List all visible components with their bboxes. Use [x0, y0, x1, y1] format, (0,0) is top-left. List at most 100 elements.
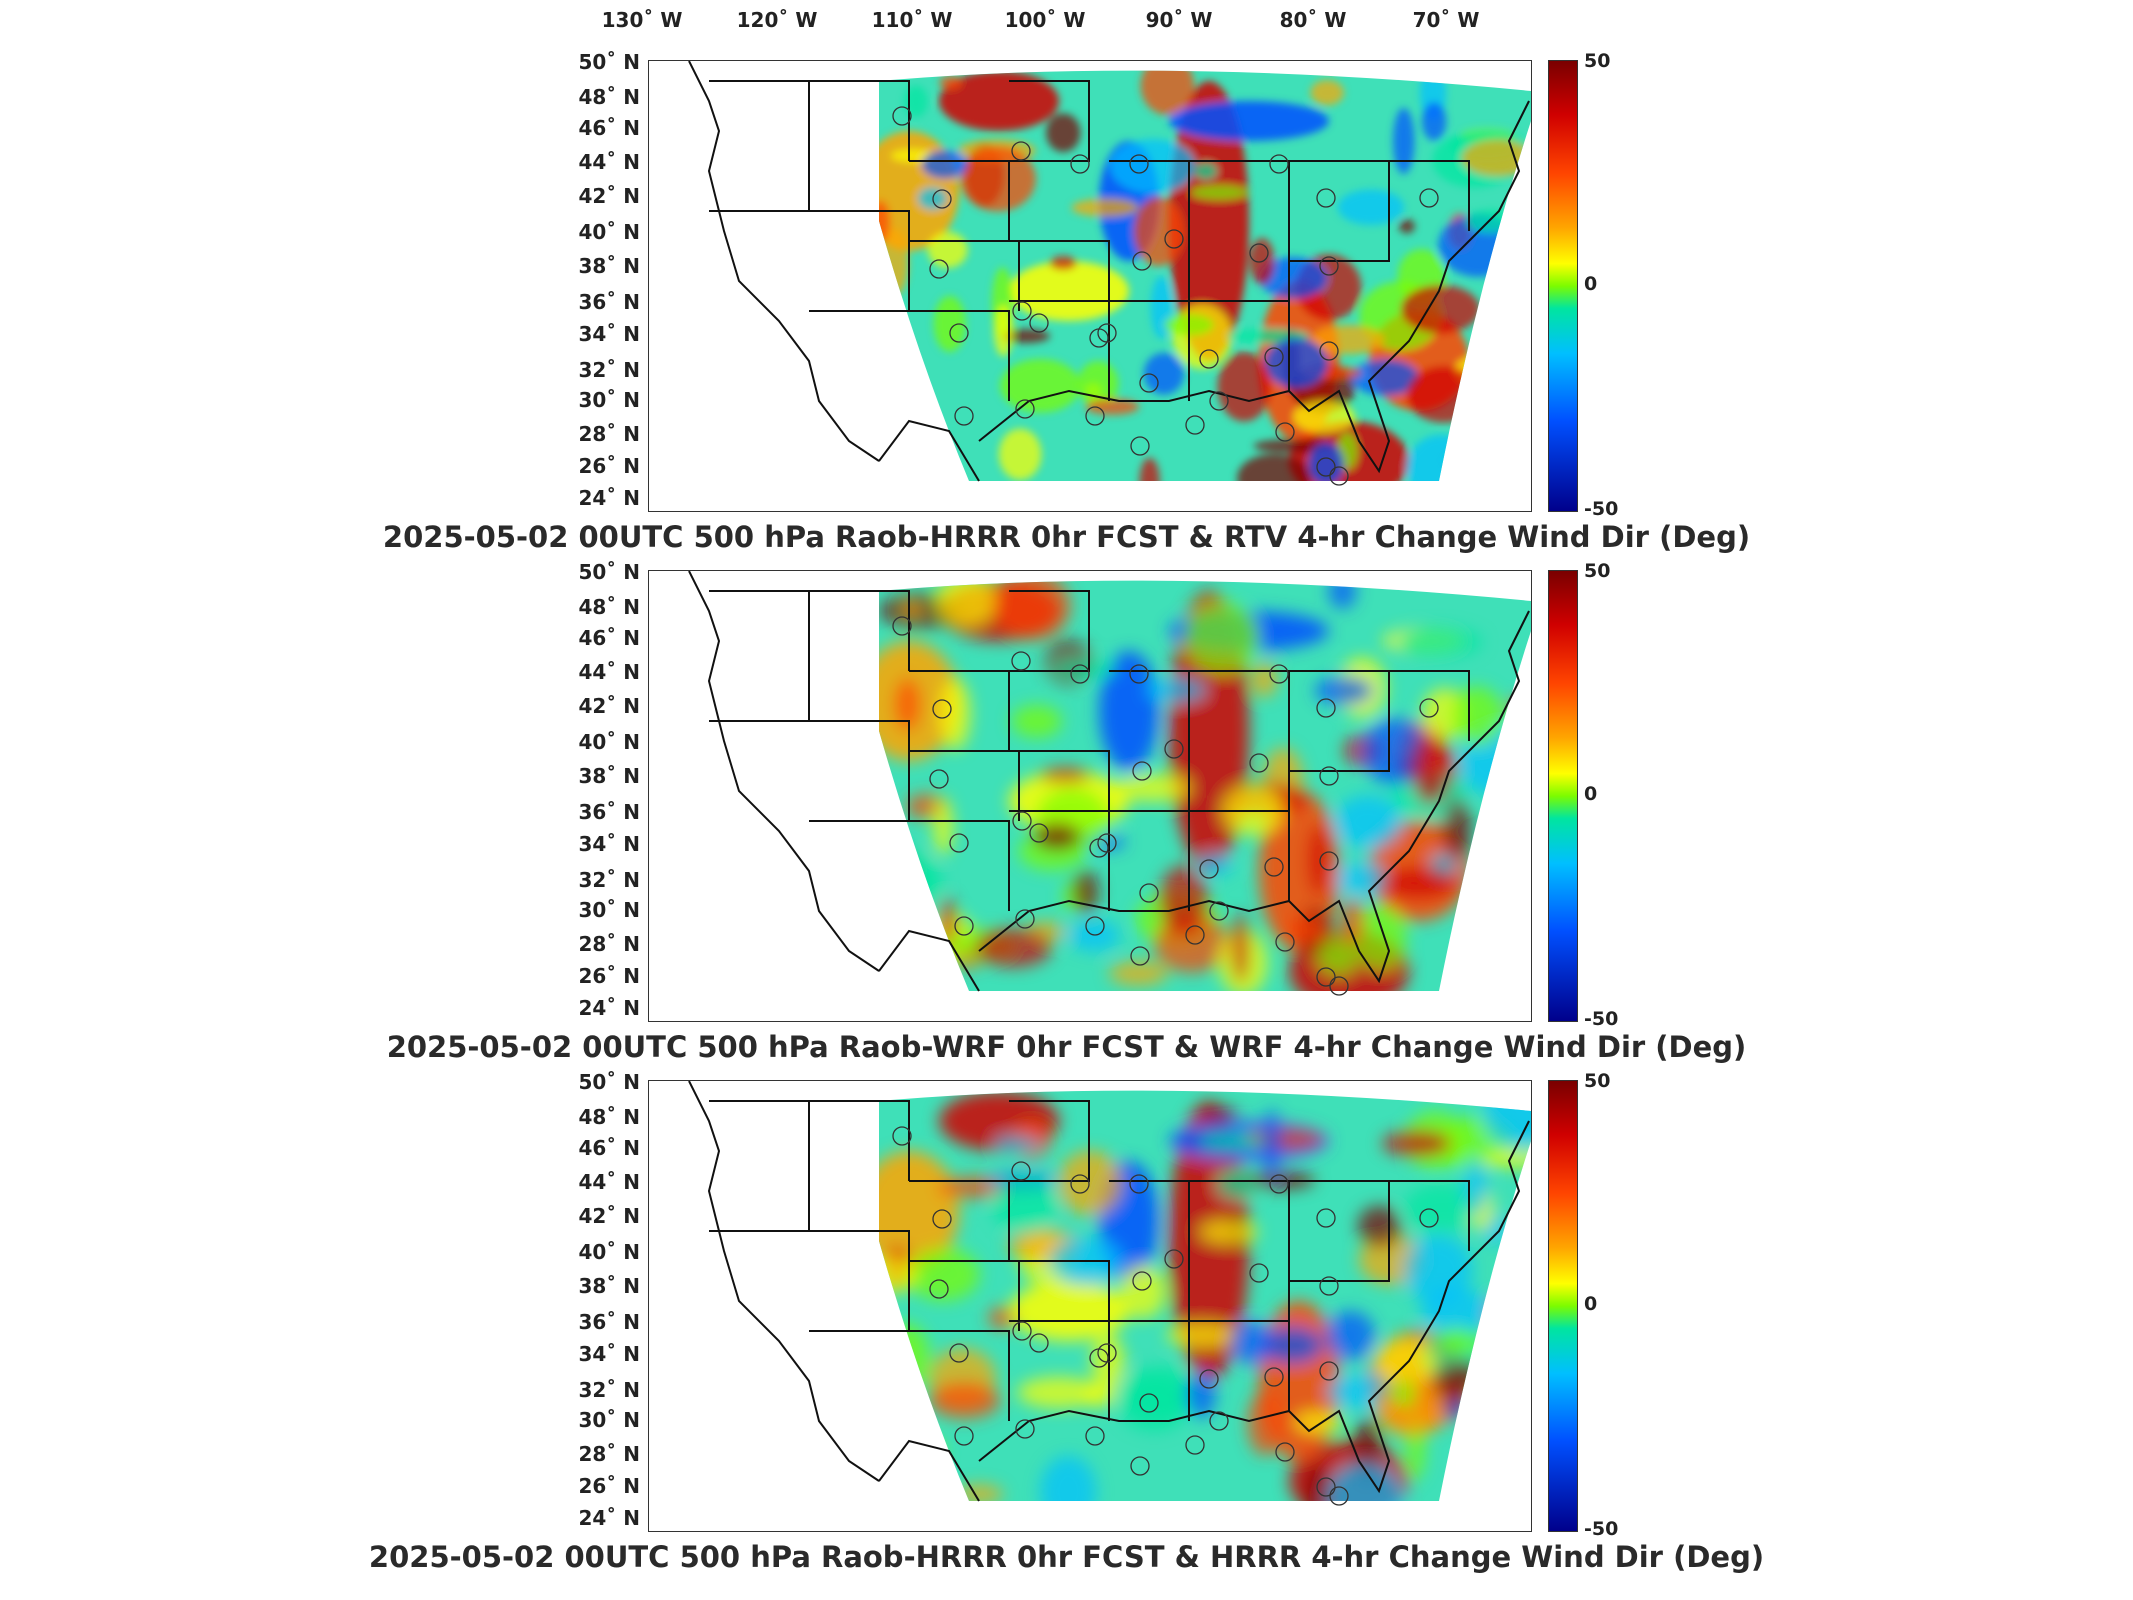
raob-station-marker — [1419, 188, 1439, 208]
raob-station-marker — [1275, 1442, 1295, 1462]
raob-station-marker — [1070, 1174, 1090, 1194]
raob-station-marker — [1164, 1249, 1184, 1269]
raob-station-marker — [1011, 1161, 1031, 1181]
panel-title: 2025-05-02 00UTC 500 hPa Raob-WRF 0hr FC… — [386, 1030, 1747, 1064]
raob-station-marker — [1199, 349, 1219, 369]
map-area — [648, 570, 1532, 1022]
map-panel-2: 50 0 -50 2025-05-02 00UTC 500 hPa Raob-W… — [0, 560, 2133, 1070]
latitude-label: 50˚ N — [578, 560, 640, 584]
map-area — [648, 1080, 1532, 1532]
raob-station-marker — [1070, 154, 1090, 174]
raob-station-marker — [1199, 1369, 1219, 1389]
latitude-label: 34˚ N — [578, 832, 640, 856]
latitude-label: 44˚ N — [578, 1170, 640, 1194]
longitude-label: 90˚ W — [1145, 8, 1213, 32]
raob-station-marker — [1316, 1208, 1336, 1228]
latitude-label: 36˚ N — [578, 800, 640, 824]
raob-station-marker — [1209, 901, 1229, 921]
raob-station-marker — [1185, 1435, 1205, 1455]
colorbar-min-label: -50 — [1584, 1008, 1619, 1030]
latitude-label: 26˚ N — [578, 964, 640, 988]
latitude-label: 48˚ N — [578, 85, 640, 109]
raob-station-marker — [1029, 823, 1049, 843]
latitude-label: 40˚ N — [578, 220, 640, 244]
wind-direction-change-map — [688, 571, 1531, 996]
panel-title: 2025-05-02 00UTC 500 hPa Raob-HRRR 0hr F… — [368, 1540, 1765, 1574]
raob-station-marker — [1164, 739, 1184, 759]
raob-station-marker — [1029, 313, 1049, 333]
raob-station-marker — [1015, 1419, 1035, 1439]
raob-station-marker — [1316, 698, 1336, 718]
raob-station-marker — [1089, 1348, 1109, 1368]
raob-station-marker — [892, 616, 912, 636]
raob-station-marker — [892, 106, 912, 126]
raob-station-marker — [1185, 925, 1205, 945]
latitude-label: 28˚ N — [578, 1442, 640, 1466]
raob-station-marker — [1269, 664, 1289, 684]
raob-station-marker — [1275, 932, 1295, 952]
colorbar-max-label: 50 — [1584, 560, 1611, 582]
raob-station-marker — [1264, 347, 1284, 367]
raob-station-marker — [1129, 154, 1149, 174]
raob-station-marker — [1209, 1411, 1229, 1431]
latitude-label: 28˚ N — [578, 932, 640, 956]
longitude-label: 80˚ W — [1279, 8, 1347, 32]
raob-station-marker — [1275, 422, 1295, 442]
colorbar-mid-label: 0 — [1584, 273, 1598, 295]
latitude-label: 34˚ N — [578, 1342, 640, 1366]
raob-station-marker — [929, 1279, 949, 1299]
raob-station-marker — [1089, 838, 1109, 858]
latitude-label: 44˚ N — [578, 660, 640, 684]
latitude-label: 24˚ N — [578, 486, 640, 510]
latitude-label: 28˚ N — [578, 422, 640, 446]
latitude-label: 46˚ N — [578, 116, 640, 140]
raob-station-marker — [932, 1209, 952, 1229]
raob-station-marker — [1139, 883, 1159, 903]
raob-station-marker — [1264, 857, 1284, 877]
raob-station-marker — [1130, 436, 1150, 456]
latitude-label: 32˚ N — [578, 868, 640, 892]
raob-station-marker — [932, 699, 952, 719]
raob-station-marker — [1316, 1477, 1336, 1497]
longitude-label: 120˚ W — [736, 8, 818, 32]
raob-station-marker — [1129, 664, 1149, 684]
latitude-label: 36˚ N — [578, 1310, 640, 1334]
latitude-label: 38˚ N — [578, 1274, 640, 1298]
raob-station-marker — [1319, 1361, 1339, 1381]
latitude-label: 32˚ N — [578, 358, 640, 382]
raob-station-marker — [1319, 256, 1339, 276]
raob-station-marker — [954, 916, 974, 936]
longitude-label: 70˚ W — [1412, 8, 1480, 32]
colorbar-max-label: 50 — [1584, 50, 1611, 72]
map-panel-3: 50 0 -50 2025-05-02 00UTC 500 hPa Raob-H… — [0, 1070, 2133, 1580]
raob-station-marker — [1130, 1456, 1150, 1476]
wind-direction-change-map — [688, 1081, 1531, 1506]
latitude-label: 48˚ N — [578, 1105, 640, 1129]
raob-station-marker — [1264, 1367, 1284, 1387]
raob-station-marker — [1199, 859, 1219, 879]
raob-station-marker — [1319, 341, 1339, 361]
latitude-label: 40˚ N — [578, 730, 640, 754]
colorbar — [1548, 570, 1578, 1022]
latitude-label: 30˚ N — [578, 1408, 640, 1432]
latitude-label: 42˚ N — [578, 184, 640, 208]
raob-station-marker — [1070, 664, 1090, 684]
latitude-label: 24˚ N — [578, 1506, 640, 1530]
raob-station-marker — [1130, 946, 1150, 966]
raob-station-marker — [1419, 1208, 1439, 1228]
raob-station-marker — [929, 259, 949, 279]
raob-station-marker — [1129, 1174, 1149, 1194]
latitude-label: 44˚ N — [578, 150, 640, 174]
state-boundaries — [688, 61, 1530, 482]
latitude-label: 26˚ N — [578, 454, 640, 478]
raob-station-marker — [949, 833, 969, 853]
raob-station-marker — [1011, 651, 1031, 671]
raob-station-marker — [1249, 243, 1269, 263]
raob-station-marker — [1319, 766, 1339, 786]
raob-station-marker — [1316, 967, 1336, 987]
raob-station-marker — [1132, 761, 1152, 781]
raob-station-marker — [1319, 851, 1339, 871]
map-area — [648, 60, 1532, 512]
raob-station-marker — [949, 323, 969, 343]
colorbar-max-label: 50 — [1584, 1070, 1611, 1092]
